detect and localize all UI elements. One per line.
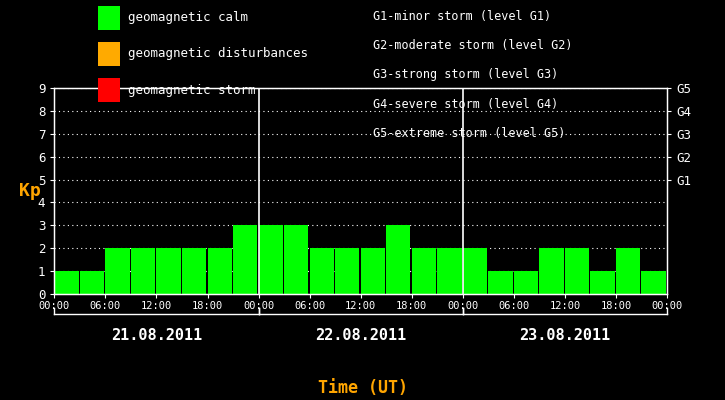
- Bar: [233, 225, 257, 294]
- Bar: [335, 248, 360, 294]
- Bar: [360, 248, 385, 294]
- Text: 22.08.2011: 22.08.2011: [315, 328, 406, 344]
- Bar: [259, 225, 283, 294]
- Bar: [539, 248, 563, 294]
- Bar: [463, 248, 487, 294]
- Text: 23.08.2011: 23.08.2011: [519, 328, 610, 344]
- Bar: [437, 248, 462, 294]
- Bar: [54, 271, 78, 294]
- Bar: [514, 271, 538, 294]
- Text: G3-strong storm (level G3): G3-strong storm (level G3): [373, 68, 559, 82]
- Text: G1-minor storm (level G1): G1-minor storm (level G1): [373, 10, 552, 23]
- Bar: [105, 248, 130, 294]
- Text: G5-extreme storm (level G5): G5-extreme storm (level G5): [373, 127, 566, 140]
- Bar: [80, 271, 104, 294]
- Bar: [489, 271, 513, 294]
- Text: geomagnetic calm: geomagnetic calm: [128, 12, 249, 24]
- Bar: [616, 248, 640, 294]
- Y-axis label: Kp: Kp: [19, 182, 41, 200]
- Bar: [590, 271, 615, 294]
- Text: G4-severe storm (level G4): G4-severe storm (level G4): [373, 98, 559, 111]
- Text: Time (UT): Time (UT): [318, 379, 407, 397]
- Bar: [310, 248, 334, 294]
- Bar: [642, 271, 666, 294]
- Bar: [463, 271, 487, 294]
- Bar: [207, 248, 232, 294]
- Bar: [565, 248, 589, 294]
- Bar: [667, 248, 691, 294]
- Bar: [182, 248, 206, 294]
- Bar: [412, 248, 436, 294]
- Bar: [386, 225, 410, 294]
- Text: geomagnetic storm: geomagnetic storm: [128, 84, 256, 96]
- Text: G2-moderate storm (level G2): G2-moderate storm (level G2): [373, 39, 573, 52]
- Bar: [157, 248, 181, 294]
- Bar: [284, 225, 308, 294]
- Text: 21.08.2011: 21.08.2011: [111, 328, 202, 344]
- Text: geomagnetic disturbances: geomagnetic disturbances: [128, 48, 308, 60]
- Bar: [131, 248, 155, 294]
